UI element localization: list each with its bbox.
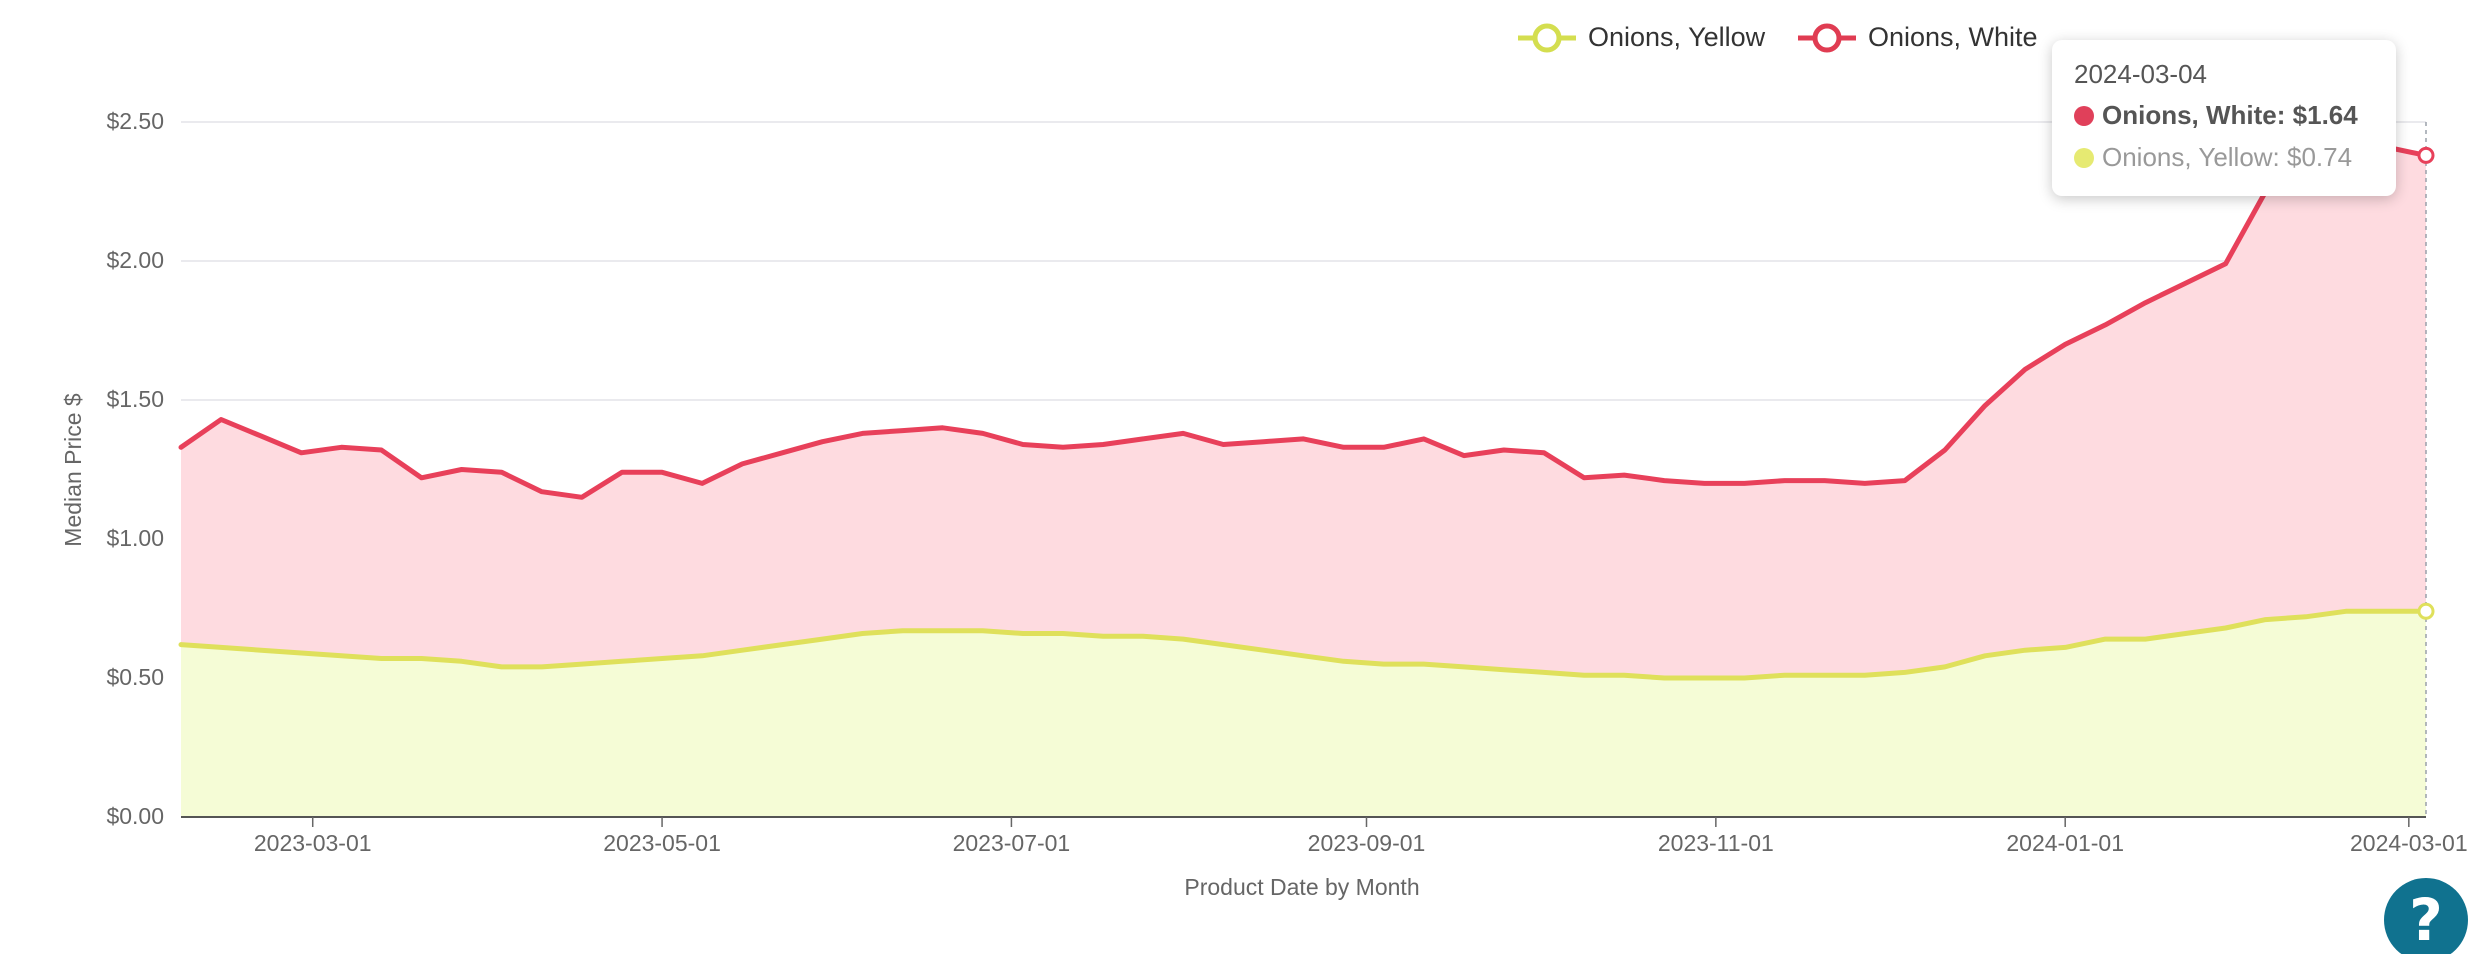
y-axis-title: Median Price $ [60, 393, 86, 547]
legend-item-white[interactable]: Onions, White [1798, 22, 2038, 53]
hover-markers [2417, 122, 2435, 817]
hover-point-onions-white [2417, 146, 2435, 164]
y-tick-label: $0.00 [106, 803, 164, 829]
legend-item-yellow[interactable]: Onions, Yellow [1518, 22, 1766, 53]
tooltip-white-dot-icon [2074, 106, 2094, 126]
area-onions-white [181, 138, 2426, 817]
y-axis-ticks: $0.00 $0.50 $1.00 $1.50 $2.00 $2.50 [106, 108, 164, 829]
line-onions-white [178, 136, 2429, 500]
x-tick-label: 2023-05-01 [603, 830, 721, 856]
x-axis-title: Product Date by Month [1184, 874, 1419, 900]
x-axis-ticks: 2023-03-01 2023-05-01 2023-07-01 2023-09-01… [254, 817, 2468, 856]
tooltip: 2024-03-04 Onions, White: $1.64 Onions, … [2052, 40, 2396, 196]
y-tick-label: $2.00 [106, 247, 164, 273]
help-button[interactable]: ? [2384, 878, 2468, 954]
tooltip-row-yellow: Onions, Yellow: $0.74 [2074, 136, 2374, 178]
x-tick-label: 2023-11-01 [1658, 830, 1774, 856]
x-tick-label: 2024-03-01 [2350, 830, 2468, 856]
y-tick-label: $1.50 [106, 386, 164, 412]
hover-point-onions-yellow [2417, 602, 2435, 620]
tooltip-white-text: Onions, White: $1.64 [2102, 100, 2358, 130]
legend: Onions, Yellow Onions, White [1518, 22, 2038, 53]
y-tick-label: $2.50 [106, 108, 164, 134]
help-question-icon: ? [2409, 886, 2443, 954]
y-tick-label: $0.50 [106, 664, 164, 690]
area-onions-yellow [181, 611, 2426, 817]
legend-yellow-label: Onions, Yellow [1588, 22, 1766, 52]
tooltip-row-white: Onions, White: $1.64 [2074, 94, 2374, 136]
line-onions-yellow [178, 608, 2429, 681]
tooltip-yellow-text: Onions, Yellow: $0.74 [2102, 142, 2353, 172]
legend-white-label: Onions, White [1868, 22, 2038, 52]
series-areas [181, 138, 2426, 817]
x-tick-label: 2023-09-01 [1308, 830, 1426, 856]
series-lines [178, 136, 2429, 681]
x-tick-label: 2023-07-01 [953, 830, 1071, 856]
x-tick-label: 2023-03-01 [254, 830, 372, 856]
tooltip-yellow-dot-icon [2074, 148, 2094, 168]
legend-white-swatch-icon [1812, 23, 1842, 53]
y-tick-label: $1.00 [106, 525, 164, 551]
x-tick-label: 2024-01-01 [2006, 830, 2124, 856]
tooltip-date: 2024-03-04 [2074, 59, 2207, 89]
legend-yellow-swatch-icon [1532, 23, 1562, 53]
